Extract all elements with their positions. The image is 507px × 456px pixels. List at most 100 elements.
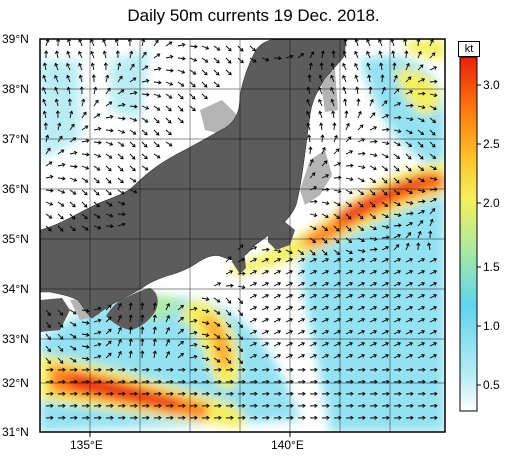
current-arrowhead [230, 367, 234, 372]
current-arrow [105, 165, 112, 172]
current-arrow [93, 201, 100, 208]
current-arrow [105, 75, 109, 83]
current-arrow [117, 315, 122, 323]
current-arrowhead [128, 302, 133, 306]
current-arrow [345, 136, 352, 143]
current-arrow [405, 189, 413, 194]
current-arrow [333, 162, 341, 167]
current-arrow [379, 51, 383, 59]
current-arrow [366, 39, 371, 47]
current-arrowhead [397, 213, 402, 218]
current-arrow [117, 89, 125, 95]
current-arrow [309, 159, 314, 167]
current-arrow [405, 243, 409, 251]
current-arrow [69, 213, 76, 220]
current-arrowhead [54, 74, 58, 79]
current-arrowhead [321, 146, 326, 151]
current-arrowhead [74, 403, 78, 408]
current-arrowhead [216, 359, 221, 363]
current-arrow [165, 339, 170, 347]
current-arrow [355, 39, 359, 47]
current-arrow [345, 177, 353, 181]
current-arrow [81, 189, 88, 196]
current-arrow [417, 153, 424, 160]
current-arrowhead [374, 379, 378, 384]
lat-label-37: 37°N [2, 132, 29, 146]
current-arrow [189, 307, 197, 311]
current-arrow [297, 294, 305, 299]
graticule [40, 39, 445, 432]
current-arrow [93, 99, 99, 107]
current-arrowhead [386, 379, 390, 384]
current-arrowhead [325, 294, 330, 298]
current-arrow [165, 41, 173, 47]
current-arrow [417, 294, 425, 299]
current-arrow [45, 135, 49, 143]
current-arrowhead [146, 379, 150, 384]
current-arrowhead [74, 391, 78, 396]
current-arrow [141, 105, 149, 110]
current-arrow [45, 161, 53, 167]
current-arrowhead [110, 367, 114, 372]
current-arrow [45, 189, 54, 192]
current-arrowhead [140, 302, 145, 306]
current-arrow [429, 117, 436, 123]
current-arrowhead [166, 350, 170, 355]
current-arrow [345, 249, 353, 254]
current-arrow [57, 225, 64, 232]
current-arrowhead [431, 143, 436, 148]
current-arrow [237, 285, 245, 289]
current-arrow [417, 270, 425, 275]
current-arrow [297, 258, 305, 263]
current-arrowhead [193, 57, 198, 62]
current-arrow [93, 113, 101, 119]
current-arrowhead [311, 172, 316, 176]
current-arrowhead [409, 201, 414, 206]
current-arrowhead [216, 335, 221, 339]
current-arrowhead [85, 138, 90, 143]
current-arrow [417, 117, 425, 122]
current-arrowhead [108, 191, 112, 196]
current-arrowhead [330, 98, 335, 103]
current-arrow [381, 342, 389, 347]
current-arrowhead [227, 348, 232, 352]
current-arrow [69, 201, 76, 208]
current-arrowhead [373, 354, 378, 358]
current-arrow [417, 165, 424, 171]
current-arrowhead [227, 300, 232, 304]
current-arrow [237, 357, 243, 364]
current-arrow [57, 201, 64, 207]
current-arrowhead [318, 86, 323, 91]
current-arrowhead [362, 403, 366, 408]
current-arrowhead [61, 162, 66, 167]
current-arrowhead [180, 328, 184, 333]
current-arrow [357, 354, 365, 359]
current-arrow [44, 63, 47, 71]
current-arrowhead [313, 270, 318, 274]
current-arrow [381, 306, 389, 311]
current-arrowhead [61, 189, 66, 194]
current-arrowhead [156, 143, 160, 148]
current-arrowhead [395, 244, 400, 248]
current-arrowhead [421, 318, 426, 322]
current-arrowhead [69, 110, 74, 115]
current-arrowhead [314, 391, 318, 396]
current-arrowhead [371, 112, 376, 116]
current-arrowhead [289, 306, 294, 310]
current-arrowhead [332, 122, 337, 126]
current-arrow [93, 343, 101, 347]
current-arrowhead [252, 58, 257, 63]
current-arrowhead [216, 311, 221, 315]
current-arrowhead [323, 251, 328, 256]
current-arrowhead [397, 202, 401, 207]
current-arrowhead [86, 379, 90, 384]
current-arrowhead [368, 86, 373, 90]
current-arrow [42, 99, 47, 107]
current-arrow [429, 330, 437, 335]
current-arrow [405, 177, 412, 183]
current-arrowhead [42, 86, 46, 91]
current-arrowhead [434, 391, 438, 396]
current-arrowhead [313, 282, 318, 286]
current-arrow [393, 330, 401, 335]
current-arrow [393, 258, 401, 263]
